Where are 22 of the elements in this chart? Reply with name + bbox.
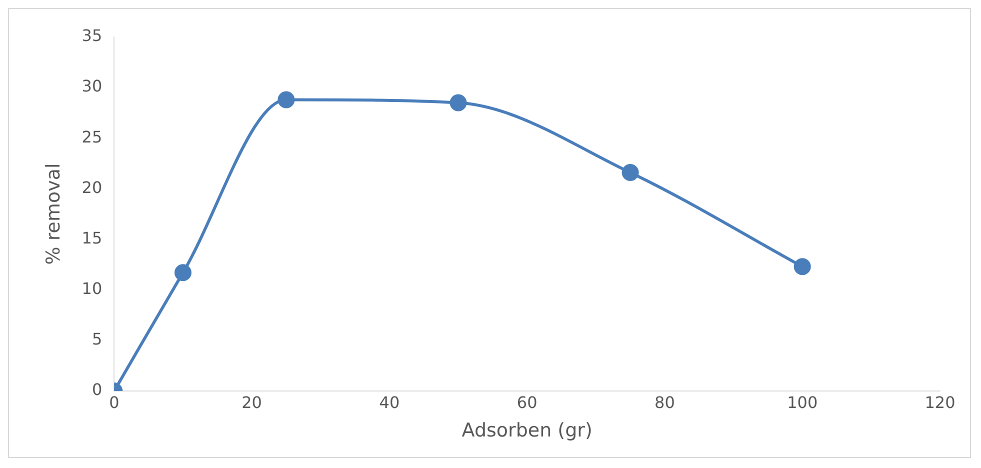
x-tick-label: 80	[654, 392, 675, 412]
x-tick-label: 20	[242, 392, 262, 412]
point	[450, 94, 467, 112]
point	[622, 164, 639, 182]
y-tick-label: 10	[82, 279, 102, 298]
x-tick-label: 0	[109, 392, 120, 412]
point	[794, 258, 811, 276]
y-axis-title: % removal	[42, 163, 64, 265]
y-tick-label: 20	[82, 178, 102, 197]
x-tick-label: 40	[379, 392, 400, 412]
y-tick-label: 35	[82, 26, 102, 46]
x-tick-label: 60	[516, 392, 538, 412]
y-tick-label: 0	[92, 380, 102, 400]
y-tick-label: 5	[92, 330, 102, 349]
y-tick-label: 25	[82, 127, 102, 146]
x-tick-label: 120	[924, 392, 956, 412]
point	[174, 264, 192, 282]
y-tick-label: 15	[82, 228, 102, 248]
x-axis-title: Adsorben (gr)	[462, 420, 592, 442]
y-tick-label: 30	[82, 76, 102, 96]
point	[278, 91, 295, 108]
x-tick-label: 100	[787, 392, 818, 412]
